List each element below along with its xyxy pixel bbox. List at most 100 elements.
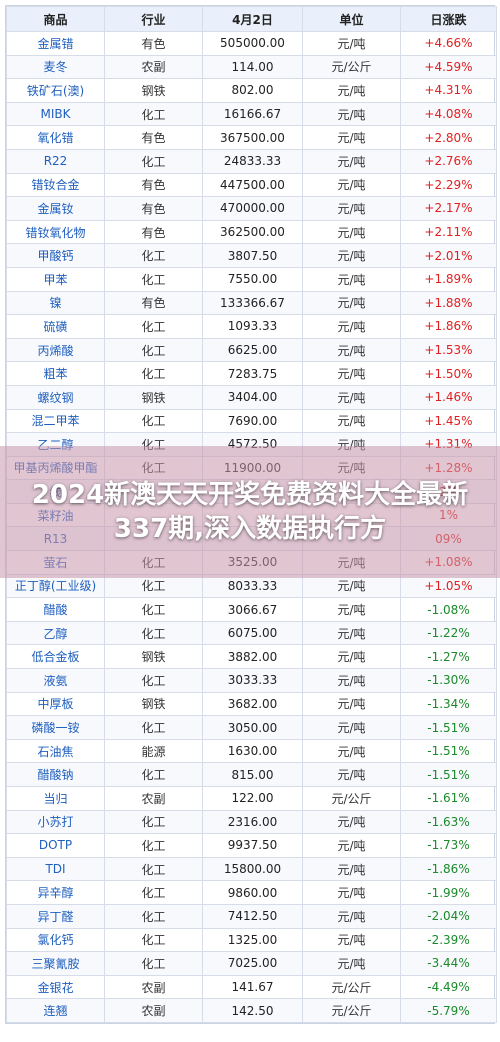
commodity-name-link[interactable]: 三聚氰胺	[6, 951, 105, 976]
industry-cell: 能源	[104, 738, 203, 764]
price-cell: 3050.00	[202, 715, 303, 740]
price-cell: 7550.00	[202, 266, 303, 292]
commodity-name-link[interactable]: 镍	[6, 290, 105, 316]
unit-cell: 元/吨	[302, 880, 401, 905]
commodity-name-link[interactable]: 螺纹钢	[6, 384, 105, 410]
price-cell: 3404.00	[202, 384, 303, 410]
price-cell: 6625.00	[202, 337, 303, 363]
commodity-name-link[interactable]: DOTP	[6, 833, 105, 858]
title-overlay-banner: 2024新澳天天开奖免费资料大全最新337期,深入数据执行方	[0, 446, 500, 578]
unit-cell: 元/吨	[302, 31, 401, 56]
price-cell: 7025.00	[202, 951, 303, 976]
daily-change-cell: +2.01%	[400, 243, 497, 268]
header-industry: 行业	[104, 6, 203, 32]
unit-cell: 元/吨	[302, 668, 401, 693]
price-cell: 7412.50	[202, 903, 303, 929]
commodity-name-link[interactable]: R22	[6, 148, 105, 174]
table-row: 螺纹钢 钢铁 3404.00 元/吨 +1.46%	[6, 384, 497, 410]
table-row: 低合金板 钢铁 3882.00 元/吨 -1.27%	[6, 644, 497, 670]
unit-cell: 元/公斤	[302, 974, 401, 1000]
industry-cell: 化工	[104, 337, 203, 363]
commodity-name-link[interactable]: 氧化错	[6, 125, 105, 150]
commodity-name-link[interactable]: 低合金板	[6, 644, 105, 670]
commodity-name-link[interactable]: 异辛醇	[6, 880, 105, 905]
commodity-name-link[interactable]: 液氨	[6, 668, 105, 693]
commodity-name-link[interactable]: 异丁醛	[6, 903, 105, 929]
commodity-name-link[interactable]: 连翘	[6, 998, 105, 1023]
commodity-name-link[interactable]: 错钕合金	[6, 172, 105, 198]
commodity-name-link[interactable]: 麦冬	[6, 54, 105, 80]
commodity-name-link[interactable]: 乙醇	[6, 620, 105, 646]
industry-cell: 农副	[104, 786, 203, 811]
daily-change-cell: -3.44%	[400, 951, 497, 976]
price-cell: 367500.00	[202, 125, 303, 150]
commodity-name-link[interactable]: TDI	[6, 856, 105, 882]
unit-cell: 元/吨	[302, 101, 401, 127]
table-row: TDI 化工 15800.00 元/吨 -1.86%	[6, 856, 497, 882]
commodity-name-link[interactable]: 石油焦	[6, 738, 105, 764]
commodity-name-link[interactable]: 混二甲苯	[6, 408, 105, 434]
commodity-name-link[interactable]: 正丁醇(工业级)	[6, 573, 105, 599]
daily-change-cell: -4.49%	[400, 974, 497, 1000]
daily-change-cell: -1.30%	[400, 668, 497, 693]
commodity-name-link[interactable]: 金银花	[6, 974, 105, 1000]
price-cell: 24833.33	[202, 148, 303, 174]
commodity-name-link[interactable]: 甲苯	[6, 266, 105, 292]
commodity-name-link[interactable]: 磷酸一铵	[6, 715, 105, 740]
daily-change-cell: -2.39%	[400, 927, 497, 953]
header-unit: 单位	[302, 6, 401, 32]
unit-cell: 元/吨	[302, 856, 401, 882]
industry-cell: 有色	[104, 31, 203, 56]
commodity-name-link[interactable]: 硫磺	[6, 314, 105, 339]
table-row: 连翘 农副 142.50 元/公斤 -5.79%	[6, 998, 497, 1023]
table-row: 硫磺 化工 1093.33 元/吨 +1.86%	[6, 314, 497, 339]
table-row: 金属错 有色 505000.00 元/吨 +4.66%	[6, 31, 497, 56]
unit-cell: 元/吨	[302, 903, 401, 929]
daily-change-cell: +2.11%	[400, 219, 497, 245]
industry-cell: 有色	[104, 219, 203, 245]
unit-cell: 元/吨	[302, 715, 401, 740]
industry-cell: 化工	[104, 314, 203, 339]
industry-cell: 农副	[104, 974, 203, 1000]
commodity-name-link[interactable]: 小苏打	[6, 809, 105, 835]
commodity-name-link[interactable]: 醋酸	[6, 597, 105, 622]
price-cell: 505000.00	[202, 31, 303, 56]
industry-cell: 化工	[104, 101, 203, 127]
industry-cell: 化工	[104, 408, 203, 434]
table-row: R22 化工 24833.33 元/吨 +2.76%	[6, 148, 497, 174]
price-cell: 447500.00	[202, 172, 303, 198]
header-daily-change: 日涨跌	[400, 6, 497, 32]
table-row: 粗苯 化工 7283.75 元/吨 +1.50%	[6, 361, 497, 386]
commodity-name-link[interactable]: 金属错	[6, 31, 105, 56]
unit-cell: 元/吨	[302, 408, 401, 434]
commodity-name-link[interactable]: 氯化钙	[6, 927, 105, 953]
unit-cell: 元/吨	[302, 337, 401, 363]
industry-cell: 化工	[104, 668, 203, 693]
commodity-name-link[interactable]: 错钕氧化物	[6, 219, 105, 245]
commodity-name-link[interactable]: 粗苯	[6, 361, 105, 386]
table-header-row: 商品 行业 4月2日 单位 日涨跌	[6, 6, 497, 32]
table-row: 三聚氰胺 化工 7025.00 元/吨 -3.44%	[6, 951, 497, 976]
table-row: 小苏打 化工 2316.00 元/吨 -1.63%	[6, 809, 497, 835]
commodity-name-link[interactable]: MIBK	[6, 101, 105, 127]
unit-cell: 元/吨	[302, 809, 401, 835]
commodity-name-link[interactable]: 当归	[6, 786, 105, 811]
commodity-name-link[interactable]: 醋酸钠	[6, 762, 105, 787]
commodity-name-link[interactable]: 中厚板	[6, 691, 105, 717]
commodity-name-link[interactable]: 金属钕	[6, 196, 105, 221]
header-commodity: 商品	[6, 6, 105, 32]
daily-change-cell: -1.99%	[400, 880, 497, 905]
price-cell: 815.00	[202, 762, 303, 787]
unit-cell: 元/吨	[302, 691, 401, 717]
unit-cell: 元/吨	[302, 644, 401, 670]
daily-change-cell: -1.86%	[400, 856, 497, 882]
unit-cell: 元/吨	[302, 266, 401, 292]
table-row: 混二甲苯 化工 7690.00 元/吨 +1.45%	[6, 408, 497, 434]
table-row: 麦冬 农副 114.00 元/公斤 +4.59%	[6, 54, 497, 80]
commodity-name-link[interactable]: 铁矿石(澳)	[6, 78, 105, 103]
industry-cell: 有色	[104, 172, 203, 198]
commodity-name-link[interactable]: 丙烯酸	[6, 337, 105, 363]
commodity-name-link[interactable]: 甲酸钙	[6, 243, 105, 268]
daily-change-cell: -1.51%	[400, 715, 497, 740]
industry-cell: 化工	[104, 597, 203, 622]
